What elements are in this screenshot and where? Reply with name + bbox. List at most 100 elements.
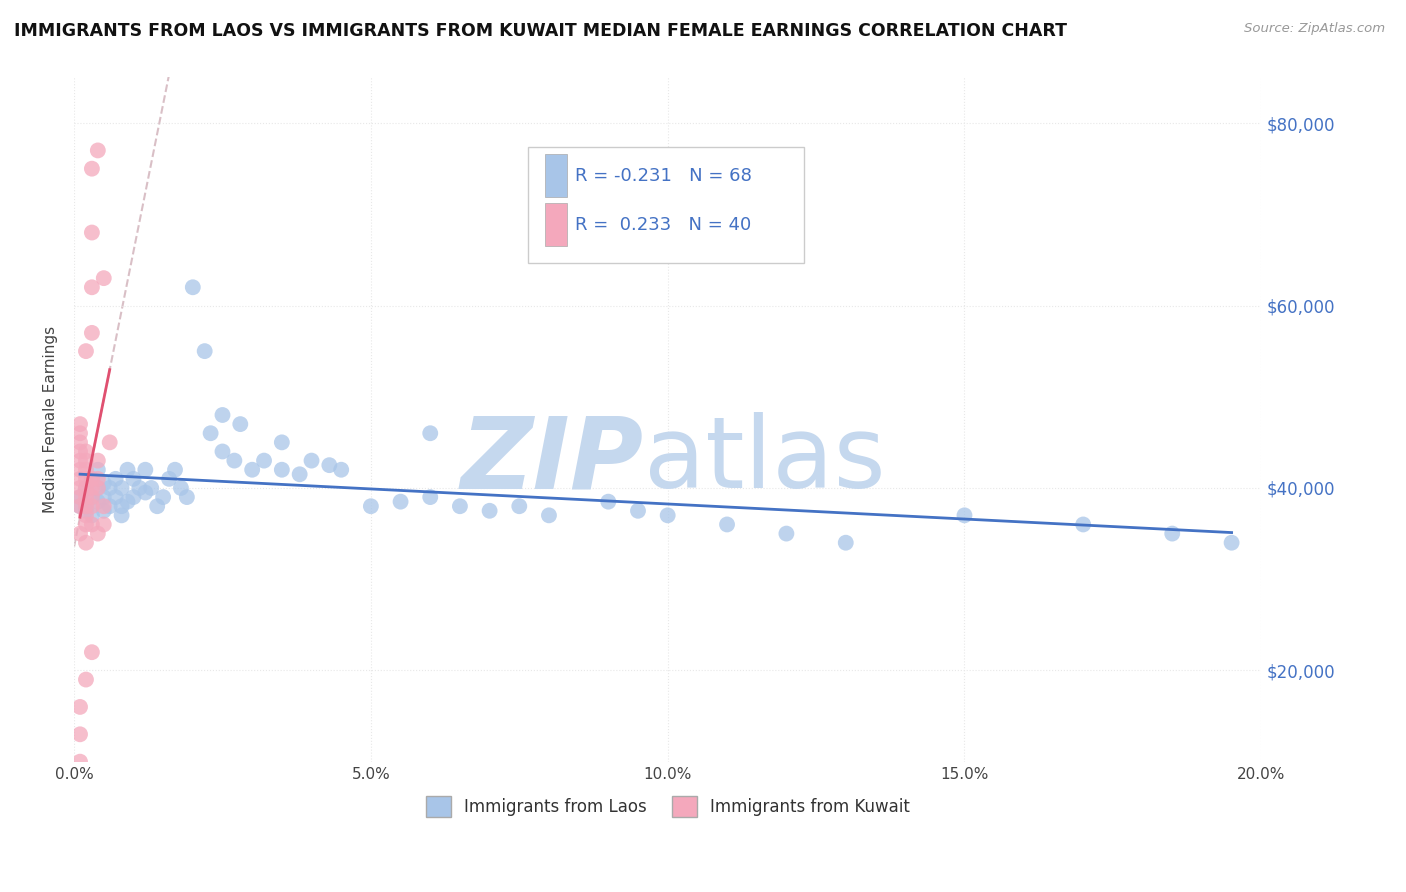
Immigrants from Laos: [134, 463, 156, 477]
Immigrants from Laos: [176, 490, 198, 504]
Immigrants from Laos: [288, 467, 311, 482]
Immigrants from Laos: [211, 408, 233, 422]
Immigrants from Laos: [110, 500, 132, 514]
Immigrants from Kuwait: [75, 500, 97, 514]
Immigrants from Kuwait: [80, 490, 103, 504]
Immigrants from Kuwait: [75, 463, 97, 477]
Immigrants from Kuwait: [87, 144, 110, 158]
Text: R =  0.233   N = 40: R = 0.233 N = 40: [575, 216, 751, 234]
Immigrants from Laos: [211, 444, 233, 458]
Immigrants from Laos: [657, 508, 679, 523]
Immigrants from Kuwait: [80, 481, 103, 495]
Immigrants from Laos: [716, 517, 738, 532]
Immigrants from Laos: [110, 481, 132, 495]
Immigrants from Kuwait: [69, 500, 91, 514]
Immigrants from Kuwait: [98, 435, 121, 450]
Immigrants from Kuwait: [80, 645, 103, 659]
Immigrants from Kuwait: [75, 444, 97, 458]
Immigrants from Kuwait: [69, 481, 91, 495]
Immigrants from Laos: [122, 490, 145, 504]
Immigrants from Laos: [330, 463, 353, 477]
Immigrants from Kuwait: [69, 727, 91, 741]
Immigrants from Laos: [93, 490, 115, 504]
Immigrants from Laos: [146, 500, 169, 514]
Immigrants from Laos: [80, 472, 103, 486]
Text: ZIP: ZIP: [461, 412, 644, 509]
Immigrants from Laos: [229, 417, 252, 431]
Immigrants from Kuwait: [75, 535, 97, 549]
Immigrants from Laos: [110, 508, 132, 523]
Immigrants from Kuwait: [69, 417, 91, 431]
Immigrants from Laos: [389, 494, 412, 508]
Immigrants from Laos: [152, 490, 174, 504]
Immigrants from Kuwait: [93, 517, 115, 532]
Immigrants from Laos: [253, 453, 276, 467]
Immigrants from Laos: [141, 481, 163, 495]
Immigrants from Laos: [419, 490, 441, 504]
Immigrants from Kuwait: [80, 500, 103, 514]
Immigrants from Laos: [69, 500, 91, 514]
Immigrants from Kuwait: [87, 453, 110, 467]
Immigrants from Laos: [200, 426, 222, 441]
Text: IMMIGRANTS FROM LAOS VS IMMIGRANTS FROM KUWAIT MEDIAN FEMALE EARNINGS CORRELATIO: IMMIGRANTS FROM LAOS VS IMMIGRANTS FROM …: [14, 22, 1067, 40]
Immigrants from Laos: [194, 344, 217, 359]
Immigrants from Laos: [478, 504, 501, 518]
Immigrants from Laos: [117, 494, 139, 508]
Immigrants from Laos: [240, 463, 263, 477]
Immigrants from Kuwait: [75, 490, 97, 504]
Immigrants from Kuwait: [69, 453, 91, 467]
Immigrants from Laos: [87, 481, 110, 495]
Immigrants from Laos: [80, 508, 103, 523]
Immigrants from Kuwait: [80, 472, 103, 486]
Immigrants from Kuwait: [75, 472, 97, 486]
Immigrants from Laos: [87, 494, 110, 508]
Immigrants from Laos: [122, 472, 145, 486]
Immigrants from Laos: [69, 490, 91, 504]
Immigrants from Kuwait: [69, 463, 91, 477]
Immigrants from Laos: [1161, 526, 1184, 541]
Immigrants from Laos: [93, 476, 115, 491]
Immigrants from Laos: [835, 535, 858, 549]
Immigrants from Laos: [270, 435, 292, 450]
Immigrants from Kuwait: [87, 526, 110, 541]
Immigrants from Laos: [93, 504, 115, 518]
Immigrants from Laos: [270, 463, 292, 477]
Immigrants from Kuwait: [69, 472, 91, 486]
Immigrants from Kuwait: [80, 326, 103, 340]
Immigrants from Kuwait: [75, 344, 97, 359]
Legend: Immigrants from Laos, Immigrants from Kuwait: Immigrants from Laos, Immigrants from Ku…: [419, 789, 917, 823]
Immigrants from Kuwait: [80, 517, 103, 532]
Immigrants from Kuwait: [69, 755, 91, 769]
Immigrants from Laos: [87, 463, 110, 477]
Immigrants from Laos: [598, 494, 620, 508]
Immigrants from Laos: [1071, 517, 1094, 532]
Immigrants from Laos: [224, 453, 246, 467]
Immigrants from Laos: [117, 463, 139, 477]
Immigrants from Laos: [75, 500, 97, 514]
Immigrants from Laos: [318, 458, 340, 472]
Immigrants from Kuwait: [93, 500, 115, 514]
Immigrants from Laos: [80, 490, 103, 504]
Immigrants from Laos: [157, 472, 180, 486]
Immigrants from Laos: [128, 481, 150, 495]
Immigrants from Kuwait: [75, 508, 97, 523]
Immigrants from Kuwait: [69, 426, 91, 441]
Immigrants from Kuwait: [75, 517, 97, 532]
Y-axis label: Median Female Earnings: Median Female Earnings: [44, 326, 58, 513]
Immigrants from Laos: [181, 280, 204, 294]
Immigrants from Laos: [75, 481, 97, 495]
Immigrants from Laos: [104, 490, 127, 504]
Immigrants from Kuwait: [75, 481, 97, 495]
Immigrants from Laos: [360, 500, 382, 514]
Immigrants from Kuwait: [87, 481, 110, 495]
Immigrants from Laos: [449, 500, 471, 514]
Immigrants from Kuwait: [69, 435, 91, 450]
Immigrants from Kuwait: [69, 444, 91, 458]
Immigrants from Laos: [98, 500, 121, 514]
Immigrants from Kuwait: [87, 472, 110, 486]
Immigrants from Laos: [953, 508, 976, 523]
Immigrants from Kuwait: [80, 280, 103, 294]
Immigrants from Kuwait: [93, 271, 115, 285]
Immigrants from Kuwait: [69, 700, 91, 714]
Immigrants from Laos: [75, 504, 97, 518]
